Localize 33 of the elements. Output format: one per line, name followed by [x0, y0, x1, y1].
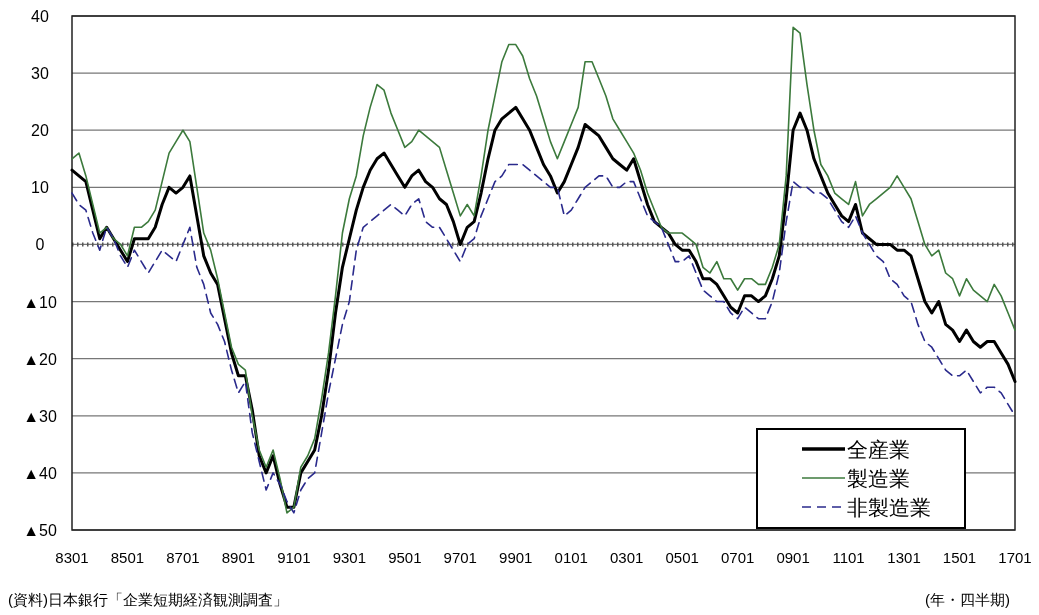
- y-tick-label: ▲10: [23, 293, 57, 311]
- x-tick-label: 1701: [998, 549, 1032, 566]
- text: (資料)日本銀行「企業短期経済観測調査」: [8, 591, 288, 608]
- x-tick-label: 0501: [665, 549, 699, 566]
- x-tick-label: 1301: [887, 549, 921, 566]
- x-tick-label: 9101: [277, 549, 311, 566]
- y-tick-label: 30: [31, 65, 49, 83]
- x-tick-label: 8901: [221, 549, 256, 566]
- y-tick-label: 0: [35, 236, 45, 254]
- legend-label: 製造業: [847, 467, 910, 490]
- legend-label: 全産業: [847, 438, 910, 461]
- y-tick-label: ▲20: [23, 350, 57, 368]
- x-tick-label: 8701: [166, 549, 200, 566]
- x-tick-label: 9301: [332, 549, 367, 566]
- x-tick-label: 0301: [610, 549, 644, 566]
- y-tick-label: 40: [31, 8, 49, 25]
- x-tick-label: 9901: [499, 549, 533, 566]
- x-tick-label: 8501: [110, 549, 145, 566]
- y-tick-label: 10: [31, 179, 49, 197]
- legend-label: 非製造業: [847, 496, 931, 519]
- y-tick-label: ▲40: [23, 464, 57, 482]
- x-tick-label: 0901: [776, 549, 810, 566]
- x-tick-label: 8301: [55, 549, 89, 566]
- x-tick-label: 1101: [832, 549, 865, 566]
- x-tick-label: 0101: [554, 549, 588, 566]
- y-tick-label: 20: [31, 122, 49, 140]
- y-tick-label: ▲30: [23, 407, 57, 425]
- x-axis-title: (年・四半期): [925, 591, 1010, 608]
- x-tick-label: 1501: [942, 549, 977, 566]
- x-tick-label: 9501: [388, 549, 422, 566]
- y-tick-label: ▲50: [23, 522, 57, 539]
- x-tick-label: 0701: [720, 549, 755, 566]
- x-tick-label: 9701: [443, 549, 477, 566]
